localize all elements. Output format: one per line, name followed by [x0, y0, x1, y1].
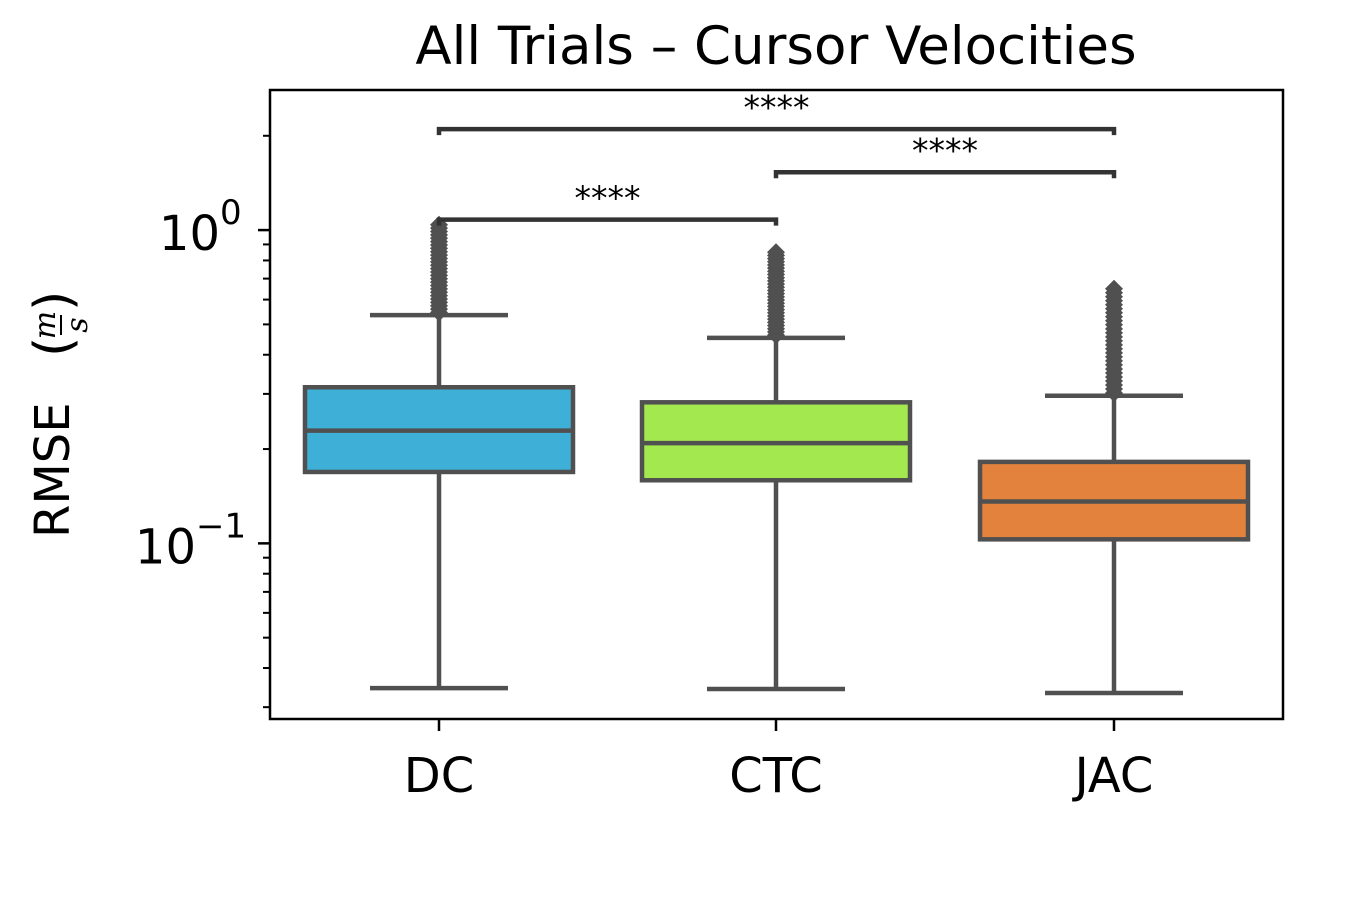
y-axis-label-open-paren: (	[24, 337, 84, 357]
box-dc	[302, 215, 576, 691]
y-axis-label-close-paren: )	[24, 291, 84, 311]
outlier-point-jac	[1105, 279, 1123, 298]
x-tick-label-dc: DC	[404, 748, 474, 804]
plot-area: **** **** ****	[302, 88, 1251, 696]
significance-label-dc-jac: ****	[744, 88, 810, 127]
y-tick-label-base: 10	[159, 206, 220, 262]
axes: 10 010 −1DC CTC JAC	[135, 88, 1285, 804]
significance-label-ctc-jac: ****	[912, 131, 978, 170]
bracket-line-ctc-jac	[773, 169, 1117, 179]
chart-title: All Trials – Cursor Velocities	[415, 16, 1136, 77]
y-axis-label-denominator: s	[60, 317, 95, 332]
box-ctc	[639, 243, 913, 692]
significance-label-dc-ctc: ****	[575, 179, 641, 218]
y-tick-label-exponent: 0	[220, 193, 242, 233]
y-axis-label-numerator: m	[28, 311, 63, 339]
bracket-line-dc-ctc	[436, 217, 779, 226]
y-tick-label-base: 10	[135, 519, 196, 575]
y-axis-label: RMSE ( m s )	[24, 291, 95, 538]
significance-bracket-ctc-jac: ****	[773, 131, 1117, 179]
x-tick-label-jac: JAC	[1072, 748, 1154, 804]
outliers-dc	[430, 215, 448, 322]
outlier-point-ctc	[767, 243, 785, 262]
outliers-jac	[1105, 279, 1123, 403]
box-jac	[977, 279, 1251, 696]
significance-bracket-dc-jac: ****	[436, 88, 1117, 136]
y-tick-label-exponent: −1	[196, 506, 246, 546]
bracket-line-dc-jac	[436, 126, 1117, 136]
y-axis-label-text: RMSE	[25, 402, 81, 538]
x-tick-label-ctc: CTC	[729, 748, 823, 804]
outliers-ctc	[767, 243, 785, 345]
significance-bracket-dc-ctc: ****	[436, 179, 779, 226]
